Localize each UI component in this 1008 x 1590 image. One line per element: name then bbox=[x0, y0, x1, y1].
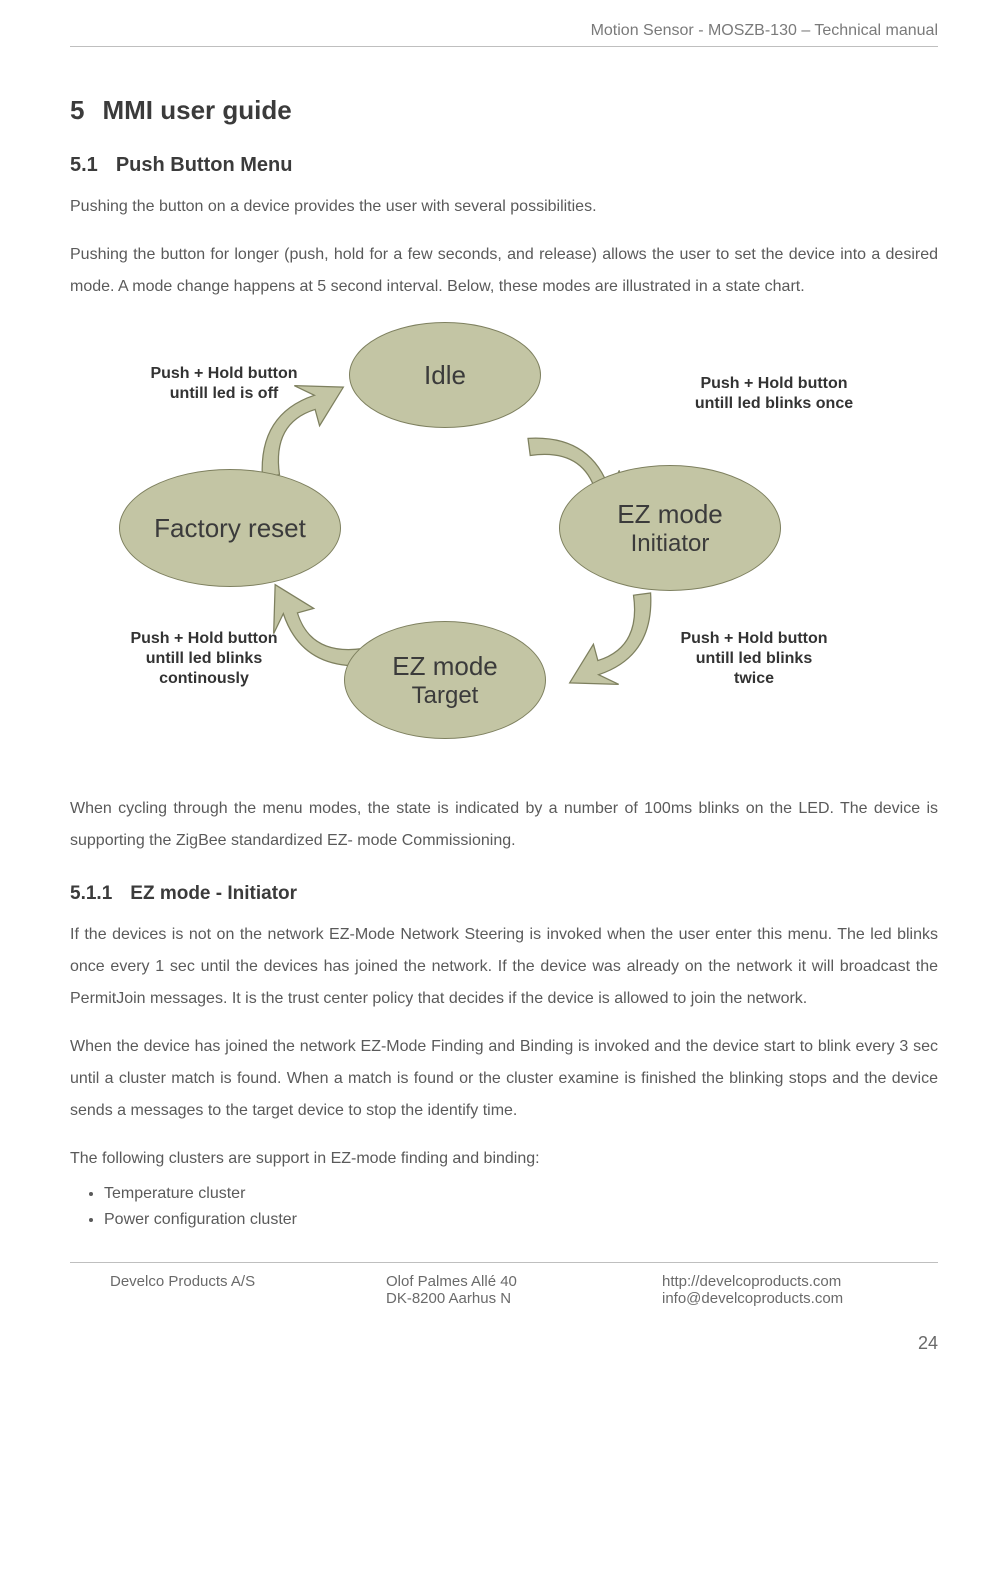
subsubsection-heading: 5.1.1 EZ mode - Initiator bbox=[70, 883, 938, 905]
edge-label-line: untill led is off bbox=[134, 384, 314, 404]
paragraph: The following clusters are support in EZ… bbox=[70, 1143, 938, 1175]
edge-label-line: untill led blinks bbox=[114, 649, 294, 669]
section-number: 5 bbox=[70, 95, 84, 125]
edge-label-idle-to-initiator: Push + Hold button untill led blinks onc… bbox=[674, 374, 874, 414]
state-label: Factory reset bbox=[154, 513, 306, 544]
subsection-title: Push Button Menu bbox=[116, 154, 293, 176]
footer-company: Develco Products A/S bbox=[70, 1273, 386, 1307]
list-item: Temperature cluster bbox=[104, 1181, 938, 1207]
section-title: MMI user guide bbox=[102, 95, 291, 125]
state-ez-initiator: EZ mode Initiator bbox=[559, 465, 781, 591]
edge-label-reset-to-idle: Push + Hold button untill led is off bbox=[134, 364, 314, 404]
page-footer: Develco Products A/S Olof Palmes Allé 40… bbox=[70, 1262, 938, 1307]
footer-address-line: DK-8200 Aarhus N bbox=[386, 1290, 662, 1307]
page-header: Motion Sensor - MOSZB-130 – Technical ma… bbox=[70, 0, 938, 47]
section-heading: 5 MMI user guide bbox=[70, 95, 938, 126]
state-label: Target bbox=[412, 682, 479, 710]
edge-label-initiator-to-target: Push + Hold button untill led blinks twi… bbox=[664, 629, 844, 689]
footer-url: http://develcoproducts.com bbox=[662, 1273, 938, 1290]
footer-email: info@develcoproducts.com bbox=[662, 1290, 938, 1307]
edge-label-line: untill led blinks bbox=[664, 649, 844, 669]
footer-address-line: Olof Palmes Allé 40 bbox=[386, 1273, 662, 1290]
state-label: Initiator bbox=[631, 530, 710, 558]
state-factory-reset: Factory reset bbox=[119, 469, 341, 587]
page-number: 24 bbox=[70, 1333, 938, 1374]
footer-contact: http://develcoproducts.com info@develcop… bbox=[662, 1273, 938, 1307]
paragraph: If the devices is not on the network EZ-… bbox=[70, 919, 938, 1015]
edge-label-line: twice bbox=[664, 669, 844, 689]
state-ez-target: EZ mode Target bbox=[344, 621, 546, 739]
paragraph: Pushing the button on a device provides … bbox=[70, 191, 938, 223]
footer-address: Olof Palmes Allé 40 DK-8200 Aarhus N bbox=[386, 1273, 662, 1307]
edge-label-line: Push + Hold button bbox=[664, 629, 844, 649]
edge-label-line: untill led blinks once bbox=[674, 394, 874, 414]
list-item: Power configuration cluster bbox=[104, 1207, 938, 1233]
subsection-number: 5.1 bbox=[70, 154, 98, 176]
state-label: EZ mode bbox=[392, 651, 498, 682]
state-idle: Idle bbox=[349, 322, 541, 428]
edge-label-line: Push + Hold button bbox=[134, 364, 314, 384]
state-chart-diagram: Idle EZ mode Initiator EZ mode Target Fa… bbox=[124, 319, 884, 779]
paragraph: When the device has joined the network E… bbox=[70, 1031, 938, 1127]
edge-label-line: Push + Hold button bbox=[114, 629, 294, 649]
cluster-list: Temperature cluster Power configuration … bbox=[104, 1181, 938, 1232]
edge-label-line: Push + Hold button bbox=[674, 374, 874, 394]
edge-label-target-to-reset: Push + Hold button untill led blinks con… bbox=[114, 629, 294, 689]
subsubsection-title: EZ mode - Initiator bbox=[130, 883, 297, 904]
subsection-heading: 5.1 Push Button Menu bbox=[70, 154, 938, 177]
paragraph: When cycling through the menu modes, the… bbox=[70, 793, 938, 857]
paragraph: Pushing the button for longer (push, hol… bbox=[70, 239, 938, 303]
state-label: Idle bbox=[424, 360, 466, 391]
state-label: EZ mode bbox=[617, 499, 723, 530]
subsubsection-number: 5.1.1 bbox=[70, 883, 112, 904]
edge-label-line: continously bbox=[114, 669, 294, 689]
